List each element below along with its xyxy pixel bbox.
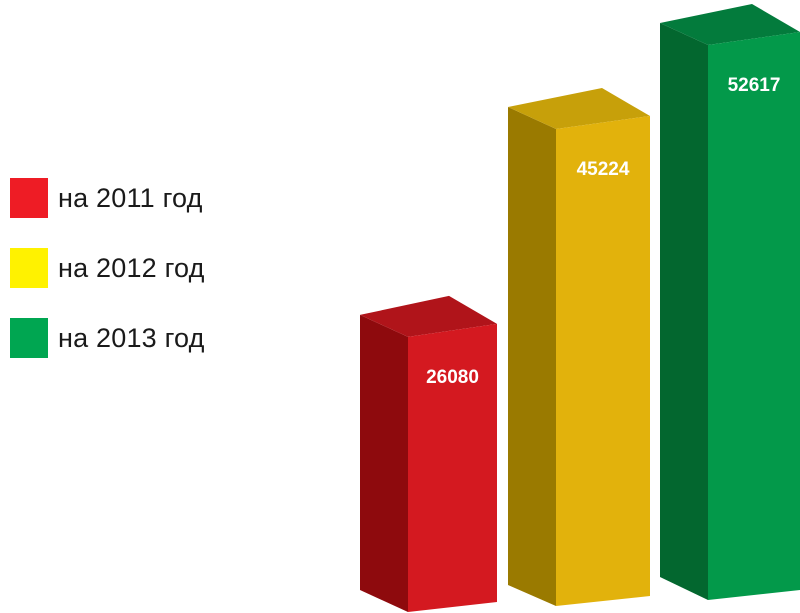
legend-label-2013: на 2013 год bbox=[58, 322, 205, 353]
bar-top-2013 bbox=[660, 4, 800, 45]
bar-top-2011 bbox=[360, 295, 497, 337]
bar-side-2011 bbox=[360, 314, 408, 612]
legend-swatch-2013 bbox=[10, 318, 48, 358]
legend-item-2012: на 2012 год bbox=[10, 248, 205, 288]
chart-legend: на 2011 год на 2012 год на 2013 год bbox=[10, 178, 205, 388]
bar-value-label-2013: 52617 bbox=[728, 75, 781, 96]
legend-item-2011: на 2011 год bbox=[10, 178, 205, 218]
bar-2011: 26080 bbox=[360, 295, 497, 612]
bar-2013: 52617 bbox=[660, 4, 800, 600]
bar-front-2013 bbox=[708, 32, 800, 600]
bar-value-label-2012: 45224 bbox=[577, 159, 630, 180]
legend-swatch-2011 bbox=[10, 178, 48, 218]
bar-front-2012 bbox=[556, 115, 650, 607]
bar-front-2011 bbox=[408, 323, 497, 612]
legend-item-2013: на 2013 год bbox=[10, 318, 205, 358]
bar-top-2012 bbox=[508, 87, 650, 129]
bar-2012: 45224 bbox=[508, 87, 650, 607]
bar-value-label-2011: 26080 bbox=[426, 367, 479, 388]
bar-side-2013 bbox=[660, 23, 708, 600]
legend-label-2012: на 2012 год bbox=[58, 252, 205, 283]
legend-label-2011: на 2011 год bbox=[58, 182, 203, 213]
bar-side-2012 bbox=[508, 106, 556, 607]
legend-swatch-2012 bbox=[10, 248, 48, 288]
